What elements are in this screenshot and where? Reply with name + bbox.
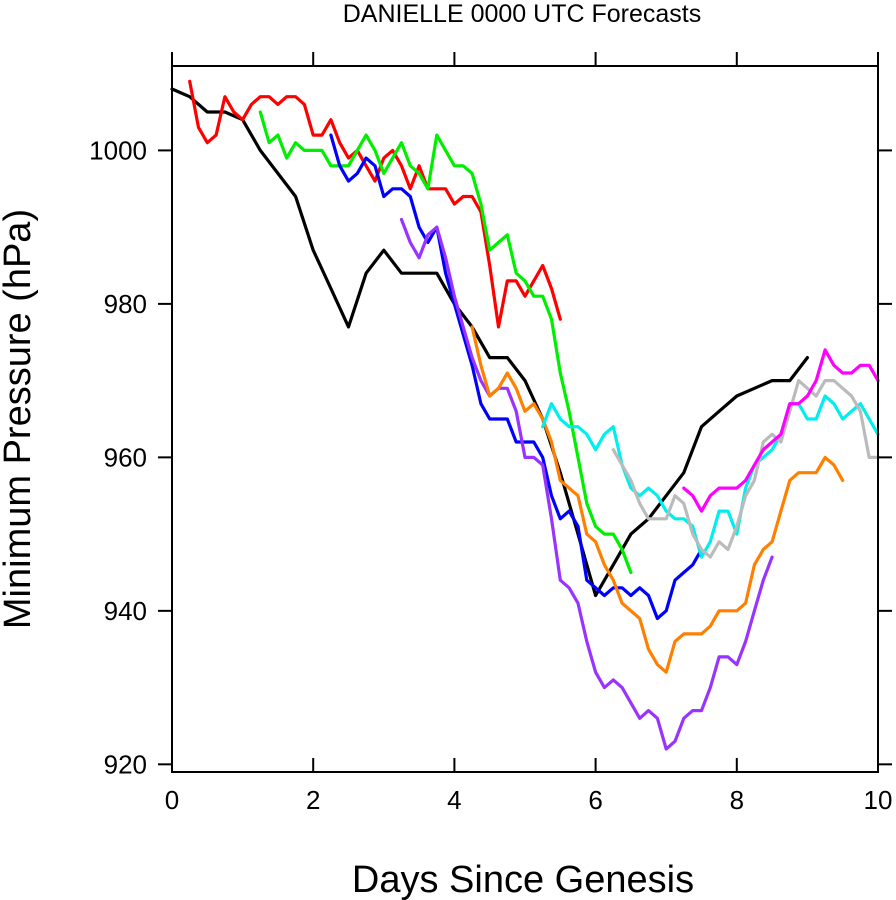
y-tick-label: 960 bbox=[104, 442, 147, 472]
x-tick-label: 2 bbox=[306, 785, 320, 815]
series-line-5 bbox=[399, 217, 774, 751]
y-axis-label: Minimum Pressure (hPa) bbox=[0, 209, 39, 629]
x-tick-label: 8 bbox=[730, 785, 744, 815]
series-line-3 bbox=[258, 110, 633, 575]
x-tick-label: 10 bbox=[864, 785, 893, 815]
series-line-4 bbox=[329, 133, 704, 621]
y-axis-ticks: 920 940 960 980 1000 bbox=[89, 135, 892, 779]
series-line-8 bbox=[611, 379, 880, 559]
series-line-1 bbox=[170, 87, 810, 598]
x-tick-label: 6 bbox=[588, 785, 602, 815]
x-axis-label: Days Since Genesis bbox=[352, 859, 694, 900]
series-line-7 bbox=[541, 394, 880, 559]
series-line-6 bbox=[470, 325, 845, 674]
y-tick-label: 920 bbox=[104, 749, 147, 779]
y-tick-label: 980 bbox=[104, 289, 147, 319]
x-tick-label: 0 bbox=[165, 785, 179, 815]
plot-frame bbox=[171, 65, 879, 773]
y-tick-label: 940 bbox=[104, 596, 147, 626]
series-line-9 bbox=[682, 348, 880, 513]
series-line-2 bbox=[188, 79, 562, 329]
series-layer bbox=[170, 79, 880, 751]
chart-title: DANIELLE 0000 UTC Forecasts bbox=[343, 0, 701, 28]
x-axis-ticks: 0 2 4 6 8 10 bbox=[165, 52, 893, 815]
y-tick-label: 1000 bbox=[89, 135, 147, 165]
x-tick-label: 4 bbox=[447, 785, 461, 815]
